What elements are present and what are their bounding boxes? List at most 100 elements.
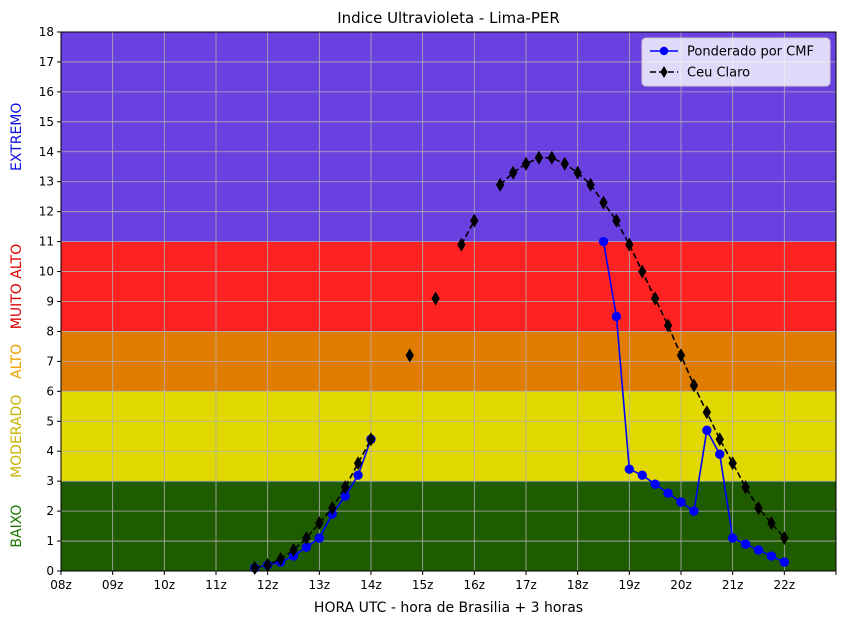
data-point (625, 237, 634, 252)
chart-title: Indice Ultravioleta - Lima-PER (337, 9, 560, 27)
x-tick-label: 08z (50, 578, 72, 592)
legend-item-0: Ponderado por CMF (650, 45, 814, 60)
data-point (457, 237, 466, 252)
y-tick-label: 0 (46, 564, 54, 578)
data-point (534, 150, 544, 165)
legend-swatch-marker (659, 46, 669, 56)
series-line (254, 438, 372, 569)
y-tick-label: 12 (39, 205, 54, 219)
data-point (495, 177, 505, 192)
series-layer (250, 150, 790, 575)
x-tick-label: 11z (205, 578, 227, 592)
data-point (676, 497, 686, 507)
x-tick-label: 10z (154, 578, 176, 592)
data-point (766, 551, 777, 561)
data-point (637, 470, 647, 480)
x-tick-label: 09z (102, 578, 124, 592)
data-point (676, 348, 686, 363)
series-1 (250, 150, 789, 575)
data-point (353, 470, 363, 480)
grid (60, 31, 837, 572)
x-tick-label: 13z (309, 578, 331, 592)
y-tick-label: 17 (39, 55, 54, 69)
data-point (689, 506, 699, 516)
y-tick-label: 11 (39, 235, 54, 249)
series-line (254, 438, 372, 569)
data-point (328, 501, 337, 516)
data-point (470, 213, 479, 228)
data-point (780, 531, 789, 546)
data-point (547, 150, 557, 165)
y-tick-label: 7 (46, 354, 54, 368)
data-point (366, 432, 376, 447)
data-point (276, 552, 285, 566)
legend-label: Ceu Claro (687, 66, 750, 81)
data-point (689, 378, 699, 393)
y-tick-label: 8 (46, 324, 54, 338)
y-tick-label: 14 (39, 145, 54, 159)
data-point (314, 533, 325, 543)
band-label-moderado: MODERADO (9, 395, 25, 478)
x-tick-label: 19z (619, 578, 641, 592)
y-tick-label: 18 (39, 25, 54, 39)
y-tick-label: 10 (39, 265, 54, 279)
y-tick-label: 15 (39, 115, 54, 129)
series-line (460, 220, 476, 245)
data-point (560, 156, 569, 171)
y-tick-label: 16 (39, 85, 54, 99)
data-point (508, 165, 518, 180)
legend-label: Ponderado por CMF (687, 45, 814, 60)
band-label-baixo: BAIXO (9, 505, 25, 548)
data-point (741, 480, 750, 495)
data-point (727, 533, 738, 543)
x-tick-label: 12z (257, 578, 279, 592)
data-point (340, 480, 350, 495)
data-point (611, 311, 622, 322)
data-point (715, 449, 725, 459)
y-tick-label: 9 (46, 295, 54, 309)
data-point (779, 557, 790, 567)
x-tick-label: 20z (670, 578, 692, 592)
data-point (650, 291, 660, 306)
x-tick-label: 15z (412, 578, 434, 592)
x-tick-label: 17z (515, 578, 537, 592)
data-point (573, 165, 582, 180)
data-point (586, 177, 595, 192)
data-point (598, 236, 609, 247)
band-label-extremo: EXTREMO (9, 103, 25, 171)
data-point (767, 516, 776, 531)
data-point (315, 516, 324, 531)
data-point (753, 545, 764, 555)
band-label-alto: ALTO (9, 344, 25, 379)
x-tick-label: 21z (722, 578, 744, 592)
x-tick-label: 18z (567, 578, 589, 592)
data-point (599, 195, 608, 210)
data-point (728, 456, 737, 471)
data-point (289, 543, 298, 558)
y-tick-label: 2 (46, 504, 54, 518)
data-point (754, 501, 763, 516)
data-point (663, 318, 673, 333)
y-tick-label: 6 (46, 384, 54, 398)
data-point (405, 348, 414, 363)
data-point (302, 531, 311, 546)
x-tick-label: 22z (774, 578, 796, 592)
data-point (650, 479, 660, 489)
axis-ticks: 08z 09z 10z 11z 12z 13z 14z 15z 16z 17z 18z 19z 20z 2… (39, 25, 837, 592)
legend-swatch-marker (660, 66, 668, 78)
y-tick-label: 13 (39, 175, 54, 189)
data-point (702, 405, 712, 420)
legend-box (641, 37, 831, 87)
y-tick-label: 5 (46, 414, 54, 428)
data-point (521, 156, 531, 171)
data-point (431, 291, 440, 306)
data-point (702, 425, 712, 435)
data-point (638, 264, 647, 279)
data-point (715, 432, 724, 447)
data-point (624, 464, 635, 474)
data-point (353, 456, 363, 471)
band-label-muito-alto: MUITO ALTO (9, 244, 25, 330)
x-tick-label: 16z (464, 578, 486, 592)
band-labels: BAIXO MODERADO ALTO MUITO ALTO EXTREMO (9, 103, 25, 548)
